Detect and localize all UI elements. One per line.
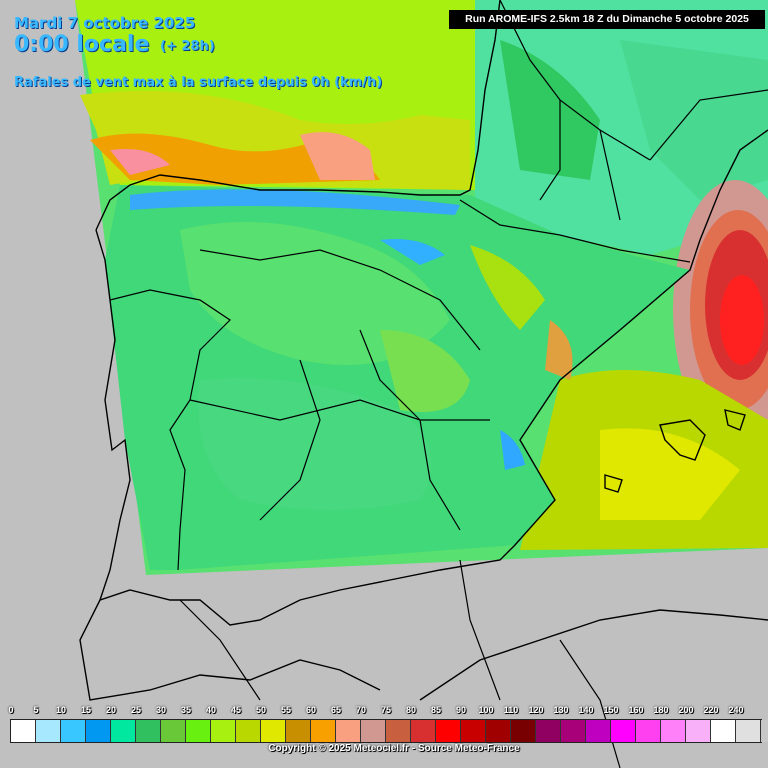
scale-tick-label: 10 xyxy=(55,705,67,715)
scale-swatch xyxy=(461,720,486,742)
scale-swatch xyxy=(111,720,136,742)
scale-swatch xyxy=(411,720,436,742)
scale-swatch xyxy=(561,720,586,742)
scale-tick-label: 220 xyxy=(703,705,719,715)
scale-tick-label: 65 xyxy=(330,705,342,715)
scale-tick-label: 35 xyxy=(180,705,192,715)
storm-system xyxy=(673,180,768,440)
scale-swatch xyxy=(661,720,686,742)
scale-swatch xyxy=(636,720,661,742)
parameter-title: Rafales de vent max à la surface depuis … xyxy=(14,75,383,90)
forecast-time: 0:00 locale xyxy=(14,32,150,57)
scale-tick-label: 70 xyxy=(355,705,367,715)
borders xyxy=(109,0,768,768)
scale-swatch xyxy=(611,720,636,742)
scale-swatch xyxy=(236,720,261,742)
scale-swatch xyxy=(161,720,186,742)
scale-swatch xyxy=(586,720,611,742)
scale-swatch xyxy=(86,720,111,742)
lead-time: (+ 28h) xyxy=(160,39,215,54)
color-scale: 0 5 10 15 20 25 30 35 40 45 50 55 60 65 70 75 80 85 90 100 1… xyxy=(0,702,768,768)
scale-tick-label: 55 xyxy=(280,705,292,715)
scale-swatch xyxy=(36,720,61,742)
scale-swatch xyxy=(686,720,711,742)
scale-swatch xyxy=(11,720,36,742)
scale-tick-label: 5 xyxy=(33,705,39,715)
scale-tick-label: 200 xyxy=(678,705,694,715)
scale-tick-label: 75 xyxy=(380,705,392,715)
scale-swatch xyxy=(386,720,411,742)
scale-tick-label: 15 xyxy=(80,705,92,715)
scale-tick-label: 150 xyxy=(603,705,619,715)
coastlines xyxy=(79,0,768,701)
scale-swatch xyxy=(761,720,768,742)
scale-tick-label: 45 xyxy=(230,705,242,715)
scale-swatch xyxy=(261,720,286,742)
scale-swatch xyxy=(336,720,361,742)
forecast-date: Mardi 7 octobre 2025 xyxy=(14,14,196,32)
scale-swatch xyxy=(436,720,461,742)
scale-swatch xyxy=(536,720,561,742)
scale-swatch xyxy=(511,720,536,742)
scale-tick-label: 180 xyxy=(653,705,669,715)
scale-swatch xyxy=(711,720,736,742)
scale-tick-label: 25 xyxy=(130,705,142,715)
run-info: Run AROME-IFS 2.5km 18 Z du Dimanche 5 o… xyxy=(449,10,765,29)
scale-tick-label: 20 xyxy=(105,705,117,715)
scale-swatch xyxy=(186,720,211,742)
scale-tick-label: 140 xyxy=(578,705,594,715)
scale-tick-label: 130 xyxy=(553,705,569,715)
scale-swatch xyxy=(361,720,386,742)
scale-tick-label: 0 xyxy=(8,705,14,715)
scale-tick-label: 90 xyxy=(455,705,467,715)
scale-tick-label: 110 xyxy=(503,705,519,715)
scale-tick-label: 50 xyxy=(255,705,267,715)
scale-tick-label: 160 xyxy=(628,705,644,715)
scale-swatch xyxy=(286,720,311,742)
scale-tick-label: 120 xyxy=(528,705,544,715)
scale-tick-label: 240 xyxy=(728,705,744,715)
scale-tick-label: 80 xyxy=(405,705,417,715)
scale-tick-label: 30 xyxy=(155,705,167,715)
scale-tick-label: 100 xyxy=(478,705,494,715)
scale-tick-label: 60 xyxy=(305,705,317,715)
scale-tick-label: 85 xyxy=(430,705,442,715)
copyright: Copyright © 2025 Meteociel.fr - Source M… xyxy=(268,743,520,754)
scale-swatch xyxy=(211,720,236,742)
scale-swatch xyxy=(61,720,86,742)
scale-swatch xyxy=(486,720,511,742)
scale-swatch xyxy=(311,720,336,742)
scale-tick-label: 40 xyxy=(205,705,217,715)
scale-swatch xyxy=(136,720,161,742)
scale-swatch xyxy=(736,720,761,742)
